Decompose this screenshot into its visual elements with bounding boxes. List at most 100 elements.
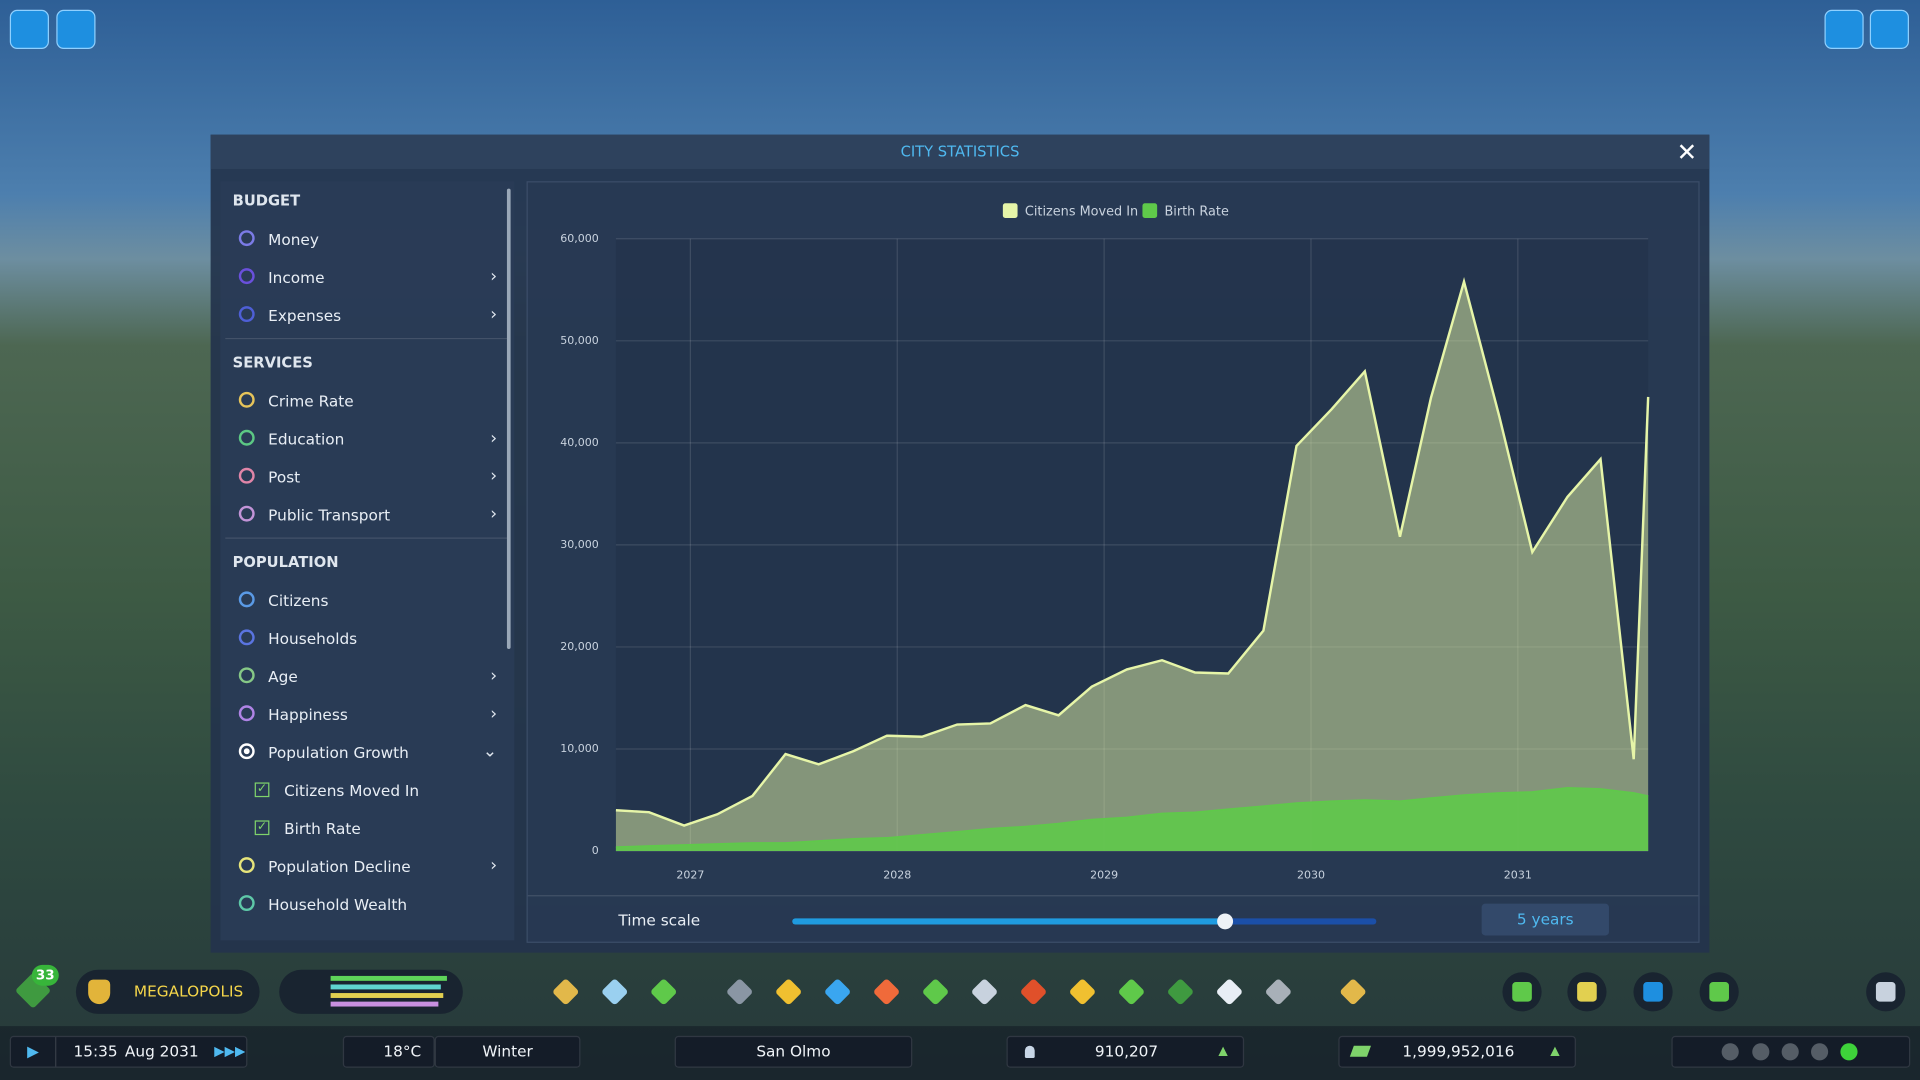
speed-button[interactable]: ▶▶▶ (214, 1043, 246, 1060)
stat-item[interactable]: Education › (220, 420, 514, 458)
x-tick-label: 2031 (1504, 869, 1532, 882)
stat-item[interactable]: Age › (220, 658, 514, 696)
chevron: › (490, 855, 498, 876)
sidebar: BUDGET Money Income › Expenses › SERVICES Crime… (220, 181, 515, 941)
tool-icon (1709, 982, 1729, 1002)
status-bar (0, 1026, 1920, 1080)
sidebar-list: BUDGET Money Income › Expenses › SERVICES Crime… (220, 181, 514, 923)
stat-item[interactable]: Post › (220, 458, 514, 496)
trophy-icon (88, 979, 111, 1005)
radio-button (238, 391, 255, 408)
sub-item[interactable]: ✓ Citizens Moved In (220, 771, 514, 809)
radio-button (238, 591, 255, 608)
stat-item[interactable]: Citizens (220, 582, 514, 620)
radio-button (238, 306, 255, 323)
stat-item[interactable]: Money (220, 220, 514, 258)
item-label: Households (268, 629, 358, 648)
separator (225, 537, 510, 539)
radio-button (238, 743, 255, 760)
y-tick-label: 40,000 (560, 436, 599, 449)
item-label: Money (268, 230, 319, 249)
weather[interactable]: 18°C (342, 1035, 435, 1068)
y-tick-label: 50,000 (560, 334, 599, 347)
separator (225, 337, 510, 340)
stat-item[interactable]: Population Growth ⌄ (220, 733, 514, 771)
item-label: Education (268, 429, 345, 449)
window-title: CITY STATISTICS (210, 134, 1710, 169)
section-header: SERVICES (232, 353, 313, 372)
y-tick-label: 20,000 (560, 640, 599, 653)
x-tick-label: 2028 (883, 869, 911, 882)
item-label: Crime Rate (268, 391, 354, 411)
item-label: Expenses (268, 306, 342, 325)
face-icon (1811, 1043, 1829, 1061)
y-tick-label: 60,000 (560, 232, 599, 245)
tool-icon (1512, 982, 1532, 1002)
legend-swatch (1142, 203, 1158, 218)
item-label: Household Wealth (268, 895, 408, 914)
trend-up: ▲ (1550, 1044, 1560, 1058)
slider-knob[interactable] (1217, 913, 1234, 930)
chart-panel: 0 10,000 20,000 30,000 40,000 50,000 60,000 202… (526, 181, 1700, 945)
close-button[interactable]: ✕ (1676, 137, 1698, 167)
temperature: 18°C (383, 1042, 422, 1061)
demand-bar (330, 975, 447, 981)
time-control[interactable]: ▶ 15:35 Aug 2031 ▶▶▶ (9, 1035, 248, 1068)
item-label: Happiness (268, 705, 348, 724)
money: 1,999,952,016 (1402, 1042, 1515, 1061)
radio-button (238, 629, 255, 646)
stat-item[interactable]: Households (220, 620, 514, 658)
demand-pill[interactable] (279, 969, 463, 1014)
item-label: Income (268, 268, 325, 287)
item-label: Citizens Moved In (284, 781, 420, 800)
chevron: › (490, 428, 498, 449)
stat-item[interactable]: Happiness › (220, 696, 514, 734)
checkbox: ✓ (254, 782, 270, 798)
demand-bar (330, 984, 441, 990)
play-button[interactable]: ▶ (11, 1037, 57, 1067)
stat-item[interactable]: Crime Rate (220, 382, 514, 420)
milestone-pill[interactable]: MEGALOPOLIS (75, 969, 260, 1014)
line (615, 276, 1650, 827)
stat-item[interactable]: Population Decline › (220, 847, 514, 885)
season[interactable]: Winter (434, 1035, 581, 1068)
happiness-box[interactable] (1671, 1035, 1911, 1068)
time-scale-row: Time scale 5 years (527, 895, 1699, 945)
person-icon (1024, 1045, 1035, 1058)
stat-item[interactable]: Public Transport › (220, 496, 514, 534)
y-tick-label: 0 (592, 844, 599, 857)
sub-item[interactable]: ✓ Birth Rate (220, 809, 514, 847)
chevron: ⌄ (482, 742, 498, 762)
date: Aug 2031 (124, 1042, 199, 1061)
item-label: Birth Rate (284, 819, 361, 838)
population-box[interactable]: 910,207 ▲ (1006, 1035, 1245, 1068)
item-label: Public Transport (268, 505, 391, 525)
city-name[interactable]: San Olmo (674, 1035, 913, 1068)
chevron: › (490, 466, 498, 487)
stat-item[interactable]: Expenses › (220, 296, 514, 334)
legend-label: Citizens Moved In (1025, 204, 1138, 219)
milestone: MEGALOPOLIS (133, 982, 244, 1001)
help-button[interactable] (1824, 9, 1864, 49)
clock: 15:35 (73, 1042, 118, 1061)
chevron: › (490, 304, 498, 325)
section-header: POPULATION (232, 553, 339, 571)
population: 910,207 (1094, 1042, 1159, 1061)
chart: 0 10,000 20,000 30,000 40,000 50,000 60,000 202… (560, 203, 1650, 882)
face-icon (1752, 1043, 1770, 1061)
settings-button[interactable] (1869, 9, 1909, 49)
face-icon (1781, 1043, 1799, 1061)
radio-button (238, 667, 255, 684)
tutorial-button[interactable] (56, 9, 96, 49)
stat-item[interactable]: Household Wealth (220, 885, 514, 923)
time-scale-slider[interactable] (792, 918, 1377, 925)
scrollbar[interactable] (506, 188, 511, 649)
time-scale-value[interactable]: 5 years (1481, 903, 1609, 936)
chevron: › (490, 504, 498, 525)
money-box[interactable]: 1,999,952,016 ▲ (1338, 1035, 1576, 1068)
time-scale-label: Time scale (618, 911, 701, 930)
stat-item[interactable]: Income › (220, 258, 514, 296)
tool-icon (1643, 982, 1663, 1002)
item-label: Citizens (268, 591, 329, 610)
info-button[interactable] (9, 9, 49, 49)
